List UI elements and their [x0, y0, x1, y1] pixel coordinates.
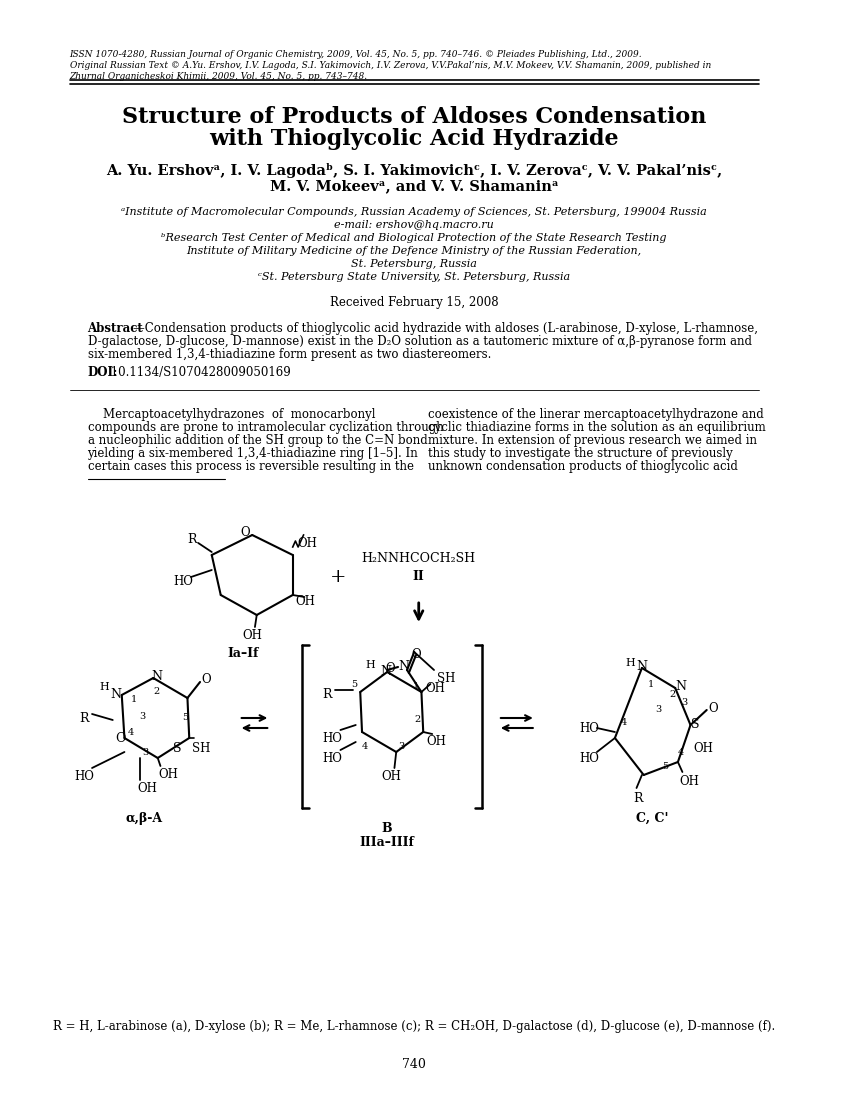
Text: IIIa–IIIf: IIIa–IIIf — [360, 836, 415, 849]
Text: O: O — [241, 526, 250, 539]
Text: yielding a six-membered 1,3,4-thiadiazine ring [1–5]. In: yielding a six-membered 1,3,4-thiadiazin… — [88, 447, 418, 460]
Text: ᵇResearch Test Center of Medical and Biological Protection of the State Research: ᵇResearch Test Center of Medical and Bio… — [162, 233, 667, 243]
Text: H: H — [366, 660, 376, 670]
Text: Mercaptoacetylhydrazones  of  monocarbonyl: Mercaptoacetylhydrazones of monocarbonyl — [88, 408, 375, 421]
Text: S: S — [173, 742, 182, 755]
Text: O: O — [116, 732, 126, 745]
Text: OH: OH — [137, 782, 157, 795]
Text: six-membered 1,3,4-thiadiazine form present as two diastereomers.: six-membered 1,3,4-thiadiazine form pres… — [88, 348, 491, 361]
Text: S: S — [690, 718, 699, 732]
Text: HO: HO — [579, 722, 598, 735]
Text: e-mail: ershov@hq.macro.ru: e-mail: ershov@hq.macro.ru — [334, 220, 494, 230]
Text: 1: 1 — [131, 695, 137, 704]
Text: O: O — [201, 673, 211, 686]
Text: O: O — [411, 648, 421, 661]
Text: N: N — [110, 688, 121, 701]
Text: O: O — [709, 702, 718, 715]
Text: ISSN 1070-4280, Russian Journal of Organic Chemistry, 2009, Vol. 45, No. 5, pp. : ISSN 1070-4280, Russian Journal of Organ… — [70, 50, 642, 59]
Text: H: H — [626, 658, 636, 668]
Text: 1: 1 — [412, 682, 419, 691]
Text: 2: 2 — [414, 715, 421, 724]
Text: ᵃInstitute of Macromolecular Compounds, Russian Academy of Sciences, St. Petersb: ᵃInstitute of Macromolecular Compounds, … — [122, 207, 707, 217]
Text: OH: OH — [694, 742, 713, 755]
Text: 4: 4 — [128, 728, 134, 737]
Text: N: N — [151, 670, 162, 683]
Text: coexistence of the linerar mercaptoacetylhydrazone and: coexistence of the linerar mercaptoacety… — [428, 408, 763, 421]
Text: N: N — [637, 660, 648, 673]
Text: N: N — [398, 660, 409, 673]
Text: II: II — [413, 570, 425, 583]
Text: mixture. In extension of previous research we aimed in: mixture. In extension of previous resear… — [428, 434, 756, 447]
Text: +: + — [330, 568, 346, 586]
Text: Zhurnal Organicheskoi Khimii, 2009, Vol. 45, No. 5, pp. 743–748.: Zhurnal Organicheskoi Khimii, 2009, Vol.… — [70, 72, 368, 81]
Text: HO: HO — [74, 770, 94, 783]
Text: H₂NNHCOCH₂SH: H₂NNHCOCH₂SH — [361, 552, 476, 565]
Text: HO: HO — [322, 732, 343, 745]
Text: D-galactose, D-glucose, D-mannose) exist in the D₂O solution as a tautomeric mix: D-galactose, D-glucose, D-mannose) exist… — [88, 336, 751, 348]
Text: 3: 3 — [655, 705, 661, 714]
Text: 2: 2 — [669, 690, 675, 698]
Text: R: R — [322, 688, 332, 701]
Text: Ia–If: Ia–If — [228, 647, 259, 660]
Text: Structure of Products of Aldoses Condensation: Structure of Products of Aldoses Condens… — [122, 106, 706, 128]
Text: OH: OH — [159, 768, 178, 781]
Text: N: N — [380, 666, 391, 678]
Text: 5: 5 — [351, 680, 357, 689]
Text: Abstract: Abstract — [88, 322, 144, 335]
Text: 3: 3 — [682, 698, 688, 707]
Text: certain cases this process is reversible resulting in the: certain cases this process is reversible… — [88, 460, 414, 473]
Text: St. Petersburg, Russia: St. Petersburg, Russia — [351, 258, 477, 270]
Text: Original Russian Text © A.Yu. Ershov, I.V. Lagoda, S.I. Yakimovich, I.V. Zerova,: Original Russian Text © A.Yu. Ershov, I.… — [70, 60, 711, 70]
Text: 5: 5 — [182, 713, 188, 722]
Text: Received February 15, 2008: Received February 15, 2008 — [330, 296, 499, 309]
Text: B: B — [382, 822, 393, 835]
Text: OH: OH — [425, 682, 445, 695]
Text: SH: SH — [192, 742, 210, 755]
Text: a nucleophilic addition of the SH group to the C=N bond: a nucleophilic addition of the SH group … — [88, 434, 428, 447]
Text: 3: 3 — [143, 748, 149, 757]
Text: ᶜSt. Petersburg State University, St. Petersburg, Russia: ᶜSt. Petersburg State University, St. Pe… — [258, 272, 570, 282]
Text: OH: OH — [427, 735, 447, 748]
Text: OH: OH — [680, 776, 700, 788]
Text: 1: 1 — [649, 680, 654, 689]
Text: R: R — [633, 792, 643, 805]
Text: N: N — [675, 680, 686, 693]
Text: OH: OH — [296, 595, 315, 608]
Text: R = H, L-arabinose (a), D-xylose (b); R = Me, L-rhamnose (c); R = CH₂OH, D-galac: R = H, L-arabinose (a), D-xylose (b); R … — [53, 1020, 775, 1033]
Text: M. V. Mokeevᵃ, and V. V. Shamaninᵃ: M. V. Mokeevᵃ, and V. V. Shamaninᵃ — [269, 179, 558, 192]
Text: C, C': C, C' — [637, 812, 669, 825]
Text: OH: OH — [298, 537, 317, 550]
Text: HO: HO — [173, 575, 193, 589]
Text: cyclic thiadiazine forms in the solution as an equilibrium: cyclic thiadiazine forms in the solution… — [428, 421, 766, 434]
Text: R: R — [79, 712, 89, 725]
Text: Institute of Military Medicine of the Defence Ministry of the Russian Federation: Institute of Military Medicine of the De… — [187, 246, 642, 256]
Text: 2: 2 — [153, 688, 160, 696]
Text: 740: 740 — [402, 1058, 426, 1071]
Text: 4: 4 — [362, 742, 368, 751]
Text: SH: SH — [437, 672, 455, 685]
Text: this study to investigate the structure of previously: this study to investigate the structure … — [428, 447, 733, 460]
Text: O: O — [385, 662, 394, 675]
Text: DOI:: DOI: — [88, 366, 118, 379]
Text: 4: 4 — [678, 748, 684, 757]
Text: compounds are prone to intramolecular cyclization through: compounds are prone to intramolecular cy… — [88, 421, 444, 434]
Text: H: H — [99, 682, 109, 692]
Text: OH: OH — [242, 629, 262, 642]
Text: unknown condensation products of thioglycolic acid: unknown condensation products of thiogly… — [428, 460, 738, 473]
Text: —Condensation products of thioglycolic acid hydrazide with aldoses (L-arabinose,: —Condensation products of thioglycolic a… — [133, 322, 757, 335]
Text: OH: OH — [382, 770, 402, 783]
Text: with Thioglycolic Acid Hydrazide: with Thioglycolic Acid Hydrazide — [209, 128, 619, 150]
Text: A. Yu. Ershovᵃ, I. V. Lagodaᵇ, S. I. Yakimovichᶜ, I. V. Zerovaᶜ, V. V. Pakal’nis: A. Yu. Ershovᵃ, I. V. Lagodaᵇ, S. I. Yak… — [106, 163, 722, 178]
Text: α,β-A: α,β-A — [126, 812, 163, 825]
Text: 3: 3 — [139, 712, 146, 720]
Text: 3: 3 — [398, 742, 405, 751]
Text: 5: 5 — [661, 762, 668, 771]
Text: 4: 4 — [621, 718, 627, 727]
Text: 10.1134/S1070428009050169: 10.1134/S1070428009050169 — [107, 366, 291, 379]
Text: R: R — [188, 534, 197, 546]
Text: HO: HO — [322, 752, 343, 764]
Text: HO: HO — [579, 752, 598, 764]
